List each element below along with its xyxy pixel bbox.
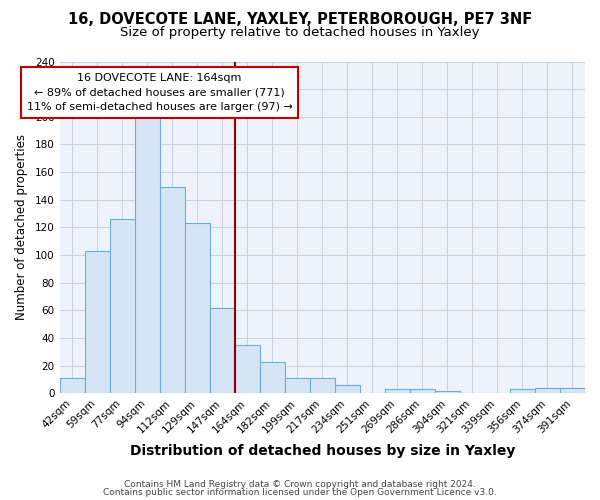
Bar: [385, 390, 410, 394]
Bar: [85, 251, 110, 394]
Bar: [535, 388, 560, 394]
Text: Contains public sector information licensed under the Open Government Licence v3: Contains public sector information licen…: [103, 488, 497, 497]
Text: Contains HM Land Registry data © Crown copyright and database right 2024.: Contains HM Land Registry data © Crown c…: [124, 480, 476, 489]
Bar: [185, 224, 209, 394]
Bar: [510, 390, 535, 394]
Bar: [560, 388, 585, 394]
Bar: [285, 378, 310, 394]
Bar: [310, 378, 335, 394]
Bar: [59, 378, 85, 394]
Bar: [410, 390, 435, 394]
Bar: [160, 188, 185, 394]
Bar: [260, 362, 285, 394]
Bar: [110, 219, 134, 394]
X-axis label: Distribution of detached houses by size in Yaxley: Distribution of detached houses by size …: [130, 444, 515, 458]
Bar: [235, 345, 260, 394]
Bar: [209, 308, 235, 394]
Text: 16 DOVECOTE LANE: 164sqm
← 89% of detached houses are smaller (771)
11% of semi-: 16 DOVECOTE LANE: 164sqm ← 89% of detach…: [27, 72, 293, 112]
Bar: [335, 385, 360, 394]
Y-axis label: Number of detached properties: Number of detached properties: [15, 134, 28, 320]
Text: 16, DOVECOTE LANE, YAXLEY, PETERBOROUGH, PE7 3NF: 16, DOVECOTE LANE, YAXLEY, PETERBOROUGH,…: [68, 12, 532, 28]
Bar: [134, 117, 160, 394]
Bar: [435, 390, 460, 394]
Text: Size of property relative to detached houses in Yaxley: Size of property relative to detached ho…: [120, 26, 480, 39]
